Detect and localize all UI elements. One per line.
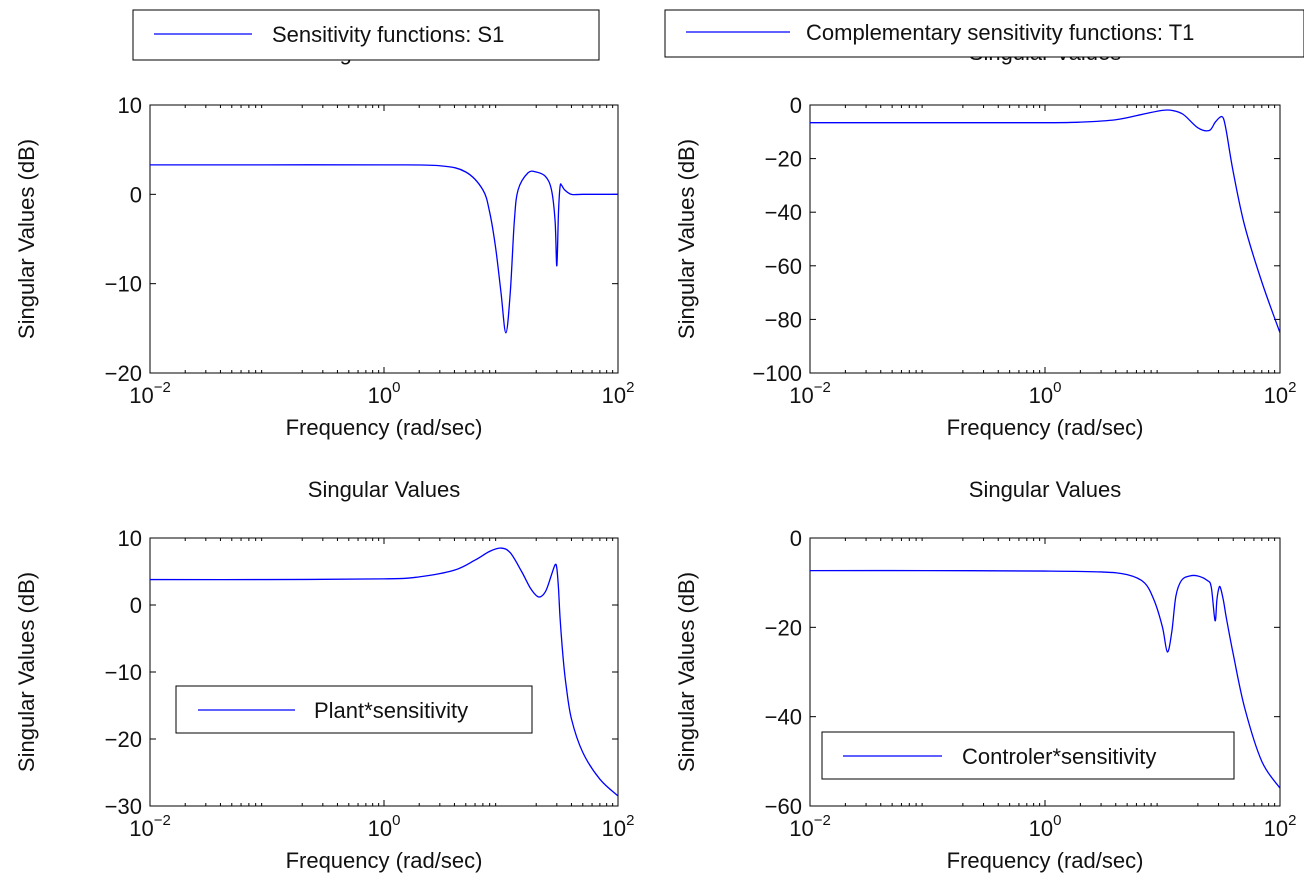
legend: Plant*sensitivity: [175, 685, 533, 734]
x-tick-label: 10−2: [789, 812, 831, 841]
legend-label: Controler*sensitivity: [962, 744, 1156, 769]
legend: Sensitivity functions: S1: [132, 9, 600, 61]
x-axis-label: Frequency (rad/sec): [947, 415, 1144, 440]
x-tick-label: 102: [602, 812, 635, 841]
y-tick-label: −20: [765, 147, 802, 172]
legend: Controler*sensitivity: [821, 731, 1235, 780]
y-tick-label: −20: [105, 727, 142, 752]
series-line: [810, 569, 1280, 789]
y-tick-label: −60: [765, 794, 802, 819]
legend-label: Plant*sensitivity: [314, 698, 468, 723]
legend-box: [132, 9, 600, 61]
chart-panel-2: Singular Values0−20−40−60−80−10010−21001…: [664, 9, 1304, 440]
chart-title: Singular Values: [308, 477, 460, 502]
x-axis-label: Frequency (rad/sec): [947, 848, 1144, 873]
y-tick-label: 0: [130, 182, 142, 207]
x-tick-label: 100: [1029, 379, 1062, 408]
x-tick-label: 102: [602, 379, 635, 408]
x-axis-label: Frequency (rad/sec): [286, 848, 483, 873]
y-tick-label: −20: [105, 361, 142, 386]
y-tick-label: 0: [130, 593, 142, 618]
y-tick-label: −40: [765, 200, 802, 225]
series-line: [810, 109, 1280, 334]
x-tick-label: 10−2: [789, 379, 831, 408]
y-tick-label: −40: [765, 705, 802, 730]
y-tick-label: 10: [118, 526, 142, 551]
y-tick-label: −100: [752, 361, 802, 386]
x-tick-label: 100: [1029, 812, 1062, 841]
x-tick-label: 100: [368, 812, 401, 841]
chart-title: Singular Values: [969, 477, 1121, 502]
y-tick-label: −20: [765, 615, 802, 640]
x-tick-label: 100: [368, 379, 401, 408]
x-tick-label: 102: [1264, 812, 1297, 841]
y-tick-label: 10: [118, 93, 142, 118]
x-tick-label: 10−2: [129, 379, 171, 408]
y-axis-label: Singular Values (dB): [674, 139, 699, 339]
y-tick-label: −30: [105, 794, 142, 819]
y-tick-label: −10: [105, 660, 142, 685]
y-tick-label: −80: [765, 307, 802, 332]
plot-area: [809, 104, 1281, 374]
x-tick-label: 10−2: [129, 812, 171, 841]
chart-panel-1: Singular Values100−10−2010−2100102Freque…: [14, 9, 635, 440]
x-tick-label: 102: [1264, 379, 1297, 408]
plot-area: [149, 537, 619, 807]
y-axis-label: Singular Values (dB): [674, 572, 699, 772]
y-tick-label: 0: [790, 93, 802, 118]
legend: Complementary sensitivity functions: T1: [664, 9, 1304, 58]
y-axis-label: Singular Values (dB): [14, 572, 39, 772]
y-tick-label: −10: [105, 272, 142, 297]
legend-box: [664, 9, 1304, 58]
y-tick-label: 0: [790, 526, 802, 551]
series-line: [150, 164, 618, 334]
legend-label: Sensitivity functions: S1: [272, 22, 504, 47]
x-axis-label: Frequency (rad/sec): [286, 415, 483, 440]
y-axis-label: Singular Values (dB): [14, 139, 39, 339]
legend-label: Complementary sensitivity functions: T1: [806, 20, 1194, 45]
y-tick-label: −60: [765, 254, 802, 279]
series-line: [150, 547, 618, 797]
plot-area: [149, 104, 619, 374]
